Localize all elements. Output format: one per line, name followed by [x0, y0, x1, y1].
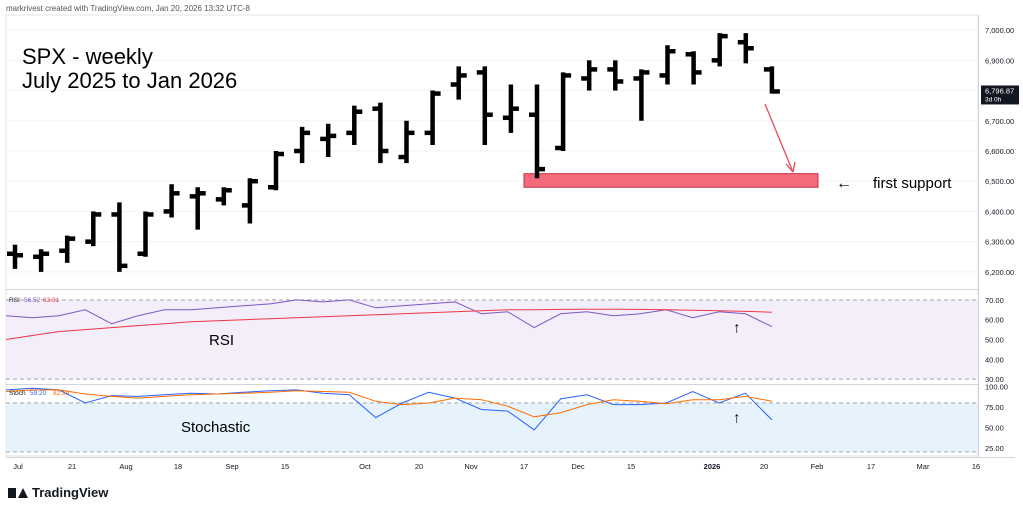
- rsi-tick-label: 50.00: [985, 335, 1004, 344]
- stoch-band: [6, 402, 978, 452]
- stoch-legend-name: Stoch: [9, 390, 26, 397]
- stoch-legend-value: 59.20: [30, 390, 47, 397]
- countdown-label: 3d 0h: [985, 96, 1002, 103]
- stochastic-label: Stochastic: [181, 419, 251, 436]
- price-tick-label: 6,900.00: [985, 56, 1014, 65]
- stoch-tick-label: 25.00: [985, 444, 1004, 453]
- time-tick-label: 17: [867, 462, 875, 471]
- support-zone: [523, 173, 819, 188]
- price-tick-label: 6,300.00: [985, 238, 1014, 247]
- price-tick-label: 6,700.00: [985, 117, 1014, 126]
- time-tick-label: 18: [174, 462, 182, 471]
- rsi-marker-icon: ↑: [733, 320, 741, 337]
- projection-arrow-line: [764, 103, 794, 173]
- time-tick-label: 16: [972, 462, 980, 471]
- time-tick-label: 15: [281, 462, 289, 471]
- time-tick-label: Aug: [119, 462, 132, 471]
- stoch-tick-label: 75.00: [985, 403, 1004, 412]
- stoch-tick-label: 100.00: [985, 383, 1008, 392]
- time-tick-label: Feb: [811, 462, 824, 471]
- stoch-marker-icon: ↑: [733, 409, 741, 426]
- price-tick-label: 6,200.00: [985, 268, 1014, 277]
- price-tick-label: 7,000.00: [985, 26, 1014, 35]
- rsi-tick-label: 40.00: [985, 355, 1004, 364]
- time-tick-label: Sep: [225, 462, 238, 471]
- rsi-series-line: [5, 308, 772, 340]
- time-tick-label: Dec: [571, 462, 585, 471]
- projection-arrow-head: [785, 161, 796, 173]
- time-tick-label: 20: [760, 462, 768, 471]
- tradingview-logo[interactable]: TradingView: [8, 485, 108, 500]
- rsi-legend-value: 56.52: [24, 297, 41, 304]
- logo-text: TradingView: [32, 485, 109, 500]
- stoch-legend-value: 82.19: [53, 390, 70, 397]
- last-price-label: 6,796.87: [985, 86, 1014, 95]
- rsi-label: RSI: [209, 332, 234, 349]
- rsi-legend-name: RSI: [9, 297, 20, 304]
- time-tick-label: Jul: [13, 462, 23, 471]
- time-tick-label: 17: [520, 462, 528, 471]
- rsi-series-line: [5, 299, 773, 329]
- support-label: first support: [873, 175, 952, 192]
- price-tick-label: 6,400.00: [985, 207, 1014, 216]
- rsi-tick-label: 70.00: [985, 296, 1004, 305]
- support-arrow-icon: ←: [836, 175, 852, 192]
- time-tick-label: Oct: [359, 462, 372, 471]
- header-credit: markrivest created with TradingView.com,…: [6, 4, 250, 13]
- time-tick-label: 2026: [704, 462, 721, 471]
- stoch-series-line: [5, 387, 773, 431]
- rsi-tick-label: 30.00: [985, 375, 1004, 384]
- time-tick-label: 15: [627, 462, 635, 471]
- time-tick-label: Nov: [464, 462, 478, 471]
- stoch-tick-label: 50.00: [985, 423, 1004, 432]
- tradingview-icon: [8, 487, 28, 499]
- chart-title-line2: July 2025 to Jan 2026: [22, 68, 237, 93]
- time-tick-label: 20: [415, 462, 423, 471]
- rsi-tick-label: 60.00: [985, 316, 1004, 325]
- price-tick-label: 6,600.00: [985, 147, 1014, 156]
- price-tick-label: 6,500.00: [985, 177, 1014, 186]
- time-tick-label: 21: [68, 462, 76, 471]
- rsi-band: [6, 299, 978, 380]
- rsi-legend-value: 63.81: [43, 297, 60, 304]
- chart-title-line1: SPX - weekly: [22, 44, 153, 69]
- time-tick-label: Mar: [917, 462, 930, 471]
- stoch-series-line: [5, 389, 772, 418]
- last-price-badge: [981, 85, 1019, 105]
